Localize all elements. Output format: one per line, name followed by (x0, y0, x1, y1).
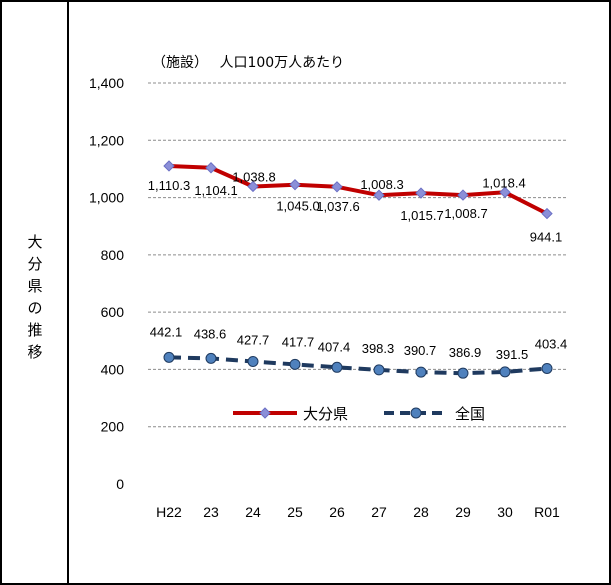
legend-label-national: 全国 (455, 405, 485, 423)
x-tick-label: 24 (245, 504, 261, 520)
data-label: 417.7 (282, 334, 315, 349)
y-tick-label: 800 (101, 247, 125, 263)
series-line (168, 164, 548, 216)
side-label-char: の (27, 299, 42, 317)
data-label: 1,018.4 (482, 175, 525, 190)
legend-marker-national (410, 407, 422, 419)
data-point (163, 160, 175, 172)
data-point (499, 186, 511, 199)
data-point (205, 162, 217, 174)
side-label-char: 移 (27, 343, 42, 361)
x-tick-label: 27 (371, 504, 387, 520)
data-label: 1,038.8 (232, 169, 275, 184)
chart-title: （施設） 人口100万人あたり (152, 55, 344, 71)
data-point (163, 351, 175, 363)
data-point (331, 361, 343, 373)
data-label: 438.6 (194, 326, 227, 341)
side-label-char: 推 (27, 321, 42, 339)
y-tick-label: 600 (101, 304, 125, 320)
data-point (541, 207, 553, 220)
data-label: 1,008.7 (444, 206, 487, 221)
data-label: 407.4 (318, 339, 351, 354)
legend-marker-oita (259, 407, 271, 419)
x-tick-label: 29 (455, 504, 471, 520)
x-tick-labels: H22 23 24 25 26 27 28 29 30 R01 (156, 504, 560, 520)
legend-label-oita: 大分県 (303, 405, 348, 423)
data-point (205, 352, 217, 364)
data-point (499, 366, 511, 378)
data-point (457, 189, 469, 201)
data-point (415, 187, 427, 199)
data-point (289, 358, 301, 370)
x-tick-label: R01 (534, 504, 560, 520)
data-label: 427.7 (237, 332, 270, 347)
data-point (331, 181, 343, 193)
y-tick-label: 200 (101, 419, 125, 435)
x-tick-label: H22 (156, 504, 182, 520)
data-label: 391.5 (496, 347, 529, 362)
y-tick-label: 1,400 (89, 75, 124, 91)
data-label: 442.1 (150, 324, 183, 339)
legend: 大分県 全国 (233, 405, 485, 423)
y-tick-labels: 0 200 400 600 800 1,000 1,200 1,400 (89, 75, 124, 492)
gridlines (148, 82, 568, 428)
data-label: 1,110.3 (148, 178, 190, 193)
data-label: 390.7 (404, 343, 437, 358)
side-label-char: 分 (27, 255, 42, 273)
side-label-char: 大 (27, 233, 42, 251)
data-point (541, 362, 553, 374)
series-national: 442.1 438.6 427.7 417.7 407.4 398.3 390.7 386.9… (150, 324, 568, 379)
y-tick-label: 400 (101, 361, 125, 377)
data-point (247, 355, 259, 367)
x-tick-label: 28 (413, 504, 429, 520)
data-point (457, 367, 469, 379)
x-tick-label: 30 (497, 504, 513, 520)
side-label-char: 県 (27, 277, 42, 295)
y-tick-label: 0 (116, 476, 124, 492)
y-tick-label: 1,200 (89, 132, 124, 148)
data-label: 403.4 (535, 336, 568, 351)
data-label: 1,008.3 (360, 177, 403, 192)
series-line (168, 355, 548, 376)
data-label: 1,015.7 (400, 208, 443, 223)
data-label: 386.9 (449, 345, 482, 360)
data-point (373, 364, 385, 376)
data-point (247, 180, 259, 193)
data-point (289, 178, 301, 191)
data-point (373, 189, 385, 201)
data-label: 1,037.6 (316, 199, 359, 214)
data-label: 1,104.1 (194, 183, 237, 198)
x-tick-label: 23 (203, 504, 219, 520)
x-tick-label: 26 (329, 504, 345, 520)
y-tick-label: 1,000 (89, 190, 124, 206)
data-point (415, 366, 427, 378)
series-oita: 1,110.3 1,104.11,038.81,045.01,037.61,008… (148, 160, 563, 245)
data-label: 944.1 (530, 230, 563, 245)
data-label: 1,045.0 (276, 199, 319, 214)
x-tick-label: 25 (287, 504, 303, 520)
data-label: 398.3 (362, 341, 395, 356)
